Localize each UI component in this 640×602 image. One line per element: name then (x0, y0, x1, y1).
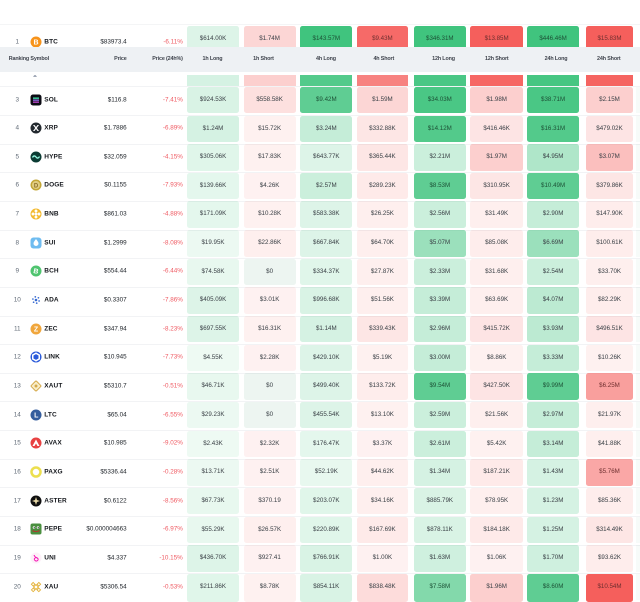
svg-text:L: L (34, 412, 39, 419)
svg-text:B: B (34, 40, 39, 47)
svg-text:D: D (34, 184, 39, 190)
svg-text:Z: Z (34, 326, 39, 333)
svg-text:B: B (33, 268, 39, 276)
